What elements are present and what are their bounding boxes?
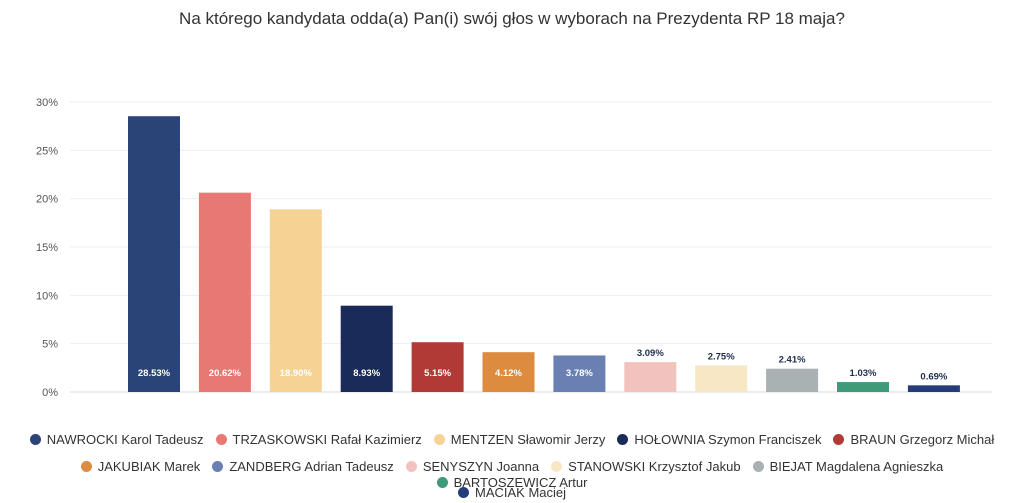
y-tick-label: 0% <box>42 387 58 399</box>
legend-label: BIEJAT Magdalena Agnieszka <box>769 459 944 474</box>
bar-chart: 0% 5% 10% 15% 20% 25% 30% 28.53% 20.62% 18.90% 8.… <box>36 97 992 399</box>
legend-label: BARTOSZEWICZ Artur <box>453 475 588 490</box>
data-label-8: 3.09% <box>637 348 664 359</box>
data-label-7: 3.78% <box>566 368 593 379</box>
legend-item[interactable]: MENTZEN Sławomir Jerzy <box>433 432 606 447</box>
legend-marker-icon <box>29 434 41 445</box>
legend-label: NAWROCKI Karol Tadeusz <box>46 432 204 447</box>
legend-marker-icon <box>457 487 469 498</box>
bar-8 <box>624 362 677 392</box>
data-labels: 28.53% 20.62% 18.90% 8.93% 5.15% 4.12% 3.78% 3.… <box>138 348 948 382</box>
data-label-6: 4.12% <box>495 368 522 379</box>
data-label-3: 18.90% <box>280 368 313 379</box>
bar-12 <box>907 385 960 392</box>
data-label-2: 20.62% <box>209 368 242 379</box>
legend-marker-icon <box>436 477 448 488</box>
legend-item[interactable]: NAWROCKI Karol Tadeusz <box>29 432 204 447</box>
data-label-5: 5.15% <box>424 368 451 379</box>
data-label-9: 2.75% <box>708 351 735 362</box>
y-tick-label: 15% <box>36 242 58 254</box>
legend-row-2: JAKUBIAK Marek ZANDBERG Adrian Tadeusz SEN… <box>0 459 1024 491</box>
bar-1 <box>128 116 180 393</box>
bar-3 <box>269 209 322 392</box>
data-label-1: 28.53% <box>138 368 171 379</box>
y-axis: 0% 5% 10% 15% 20% 25% 30% <box>36 97 58 399</box>
bar-9 <box>695 365 748 392</box>
data-label-12: 0.69% <box>920 371 947 382</box>
bar-4 <box>340 305 393 392</box>
data-label-10: 2.41% <box>779 355 806 366</box>
legend-item[interactable]: STANOWSKI Krzysztof Jakub <box>551 459 741 474</box>
legend-row-3: MACIAK Maciej <box>0 485 1024 501</box>
legend-marker-icon <box>433 434 445 445</box>
y-tick-label: 30% <box>36 97 58 109</box>
legend-item[interactable]: BARTOSZEWICZ Artur <box>436 475 588 490</box>
legend-label: HOŁOWNIA Szymon Franciszek <box>634 432 822 447</box>
bar-7 <box>553 355 606 392</box>
bars <box>128 116 960 393</box>
y-tick-label: 5% <box>42 339 58 351</box>
bar-11 <box>837 382 889 392</box>
legend-row-1: NAWROCKI Karol Tadeusz TRZASKOWSKI Rafał … <box>0 432 1024 448</box>
y-tick-label: 25% <box>36 145 58 157</box>
legend-label: STANOWSKI Krzysztof Jakub <box>568 459 741 474</box>
legend-marker-icon <box>212 461 224 472</box>
legend-label: BRAUN Grzegorz Michał <box>850 432 995 447</box>
legend-item[interactable]: BIEJAT Magdalena Agnieszka <box>752 459 944 474</box>
legend-item[interactable]: HOŁOWNIA Szymon Franciszek <box>617 432 821 447</box>
bar-10 <box>766 368 819 392</box>
legend-marker-icon <box>833 434 845 445</box>
y-tick-label: 20% <box>36 194 58 206</box>
legend-marker-icon <box>617 434 629 445</box>
legend-marker-icon <box>752 461 764 472</box>
legend-label: MACIAK Maciej <box>474 485 567 500</box>
data-label-11: 1.03% <box>850 368 877 379</box>
legend-item[interactable]: ZANDBERG Adrian Tadeusz <box>212 459 394 474</box>
y-tick-label: 10% <box>36 290 58 302</box>
data-label-4: 8.93% <box>353 368 380 379</box>
bar-5 <box>411 342 464 392</box>
legend-marker-icon <box>215 434 227 445</box>
legend-item[interactable]: JAKUBIAK Marek <box>80 459 201 474</box>
legend-label: MENTZEN Sławomir Jerzy <box>450 432 606 447</box>
chart-title: Na którego kandydata odda(a) Pan(i) swój… <box>179 9 845 28</box>
legend-label: SENYSZYN Joanna <box>422 459 540 474</box>
legend-marker-icon <box>80 461 92 472</box>
bar-6 <box>482 352 535 392</box>
legend-item[interactable]: MACIAK Maciej <box>457 485 567 500</box>
legend-label: TRZASKOWSKI Rafał Kazimierz <box>232 432 422 447</box>
legend-item[interactable]: SENYSZYN Joanna <box>405 459 540 474</box>
legend-label: JAKUBIAK Marek <box>97 459 201 474</box>
legend-label: ZANDBERG Adrian Tadeusz <box>229 459 394 474</box>
bar-2 <box>198 192 251 392</box>
legend-item[interactable]: BRAUN Grzegorz Michał <box>833 432 994 447</box>
legend-marker-icon <box>551 461 563 472</box>
legend-marker-icon <box>405 461 417 472</box>
legend-item[interactable]: TRZASKOWSKI Rafał Kazimierz <box>215 432 422 447</box>
